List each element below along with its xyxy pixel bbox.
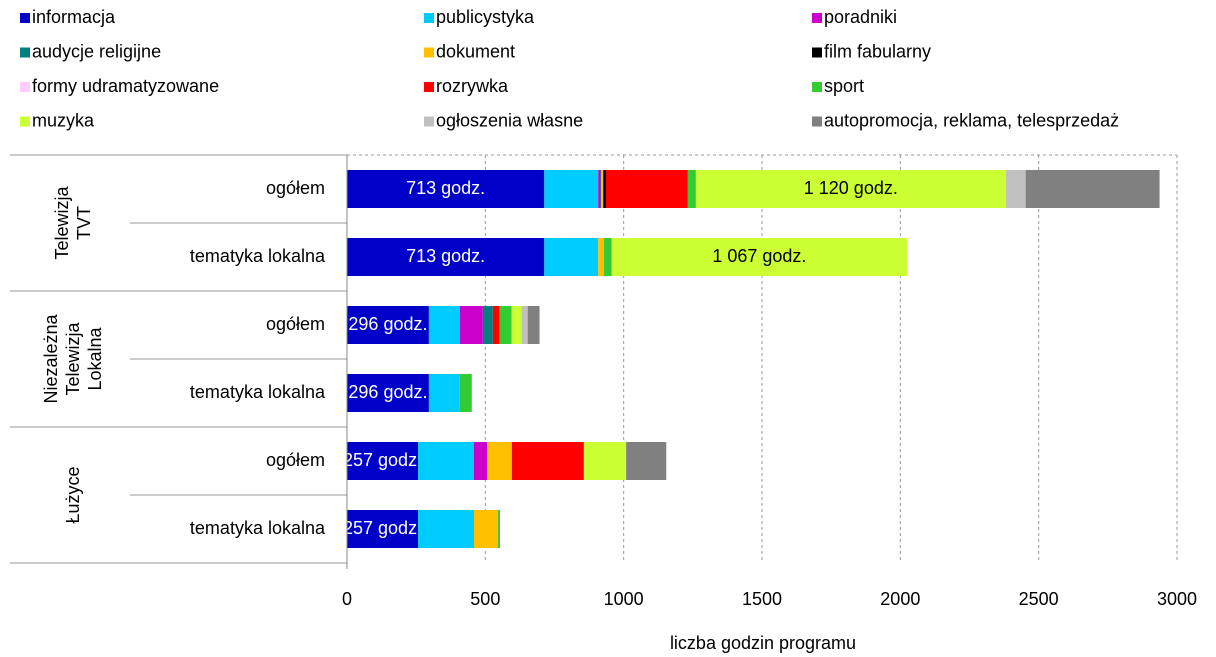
bar-segment bbox=[499, 306, 512, 344]
bar-segment bbox=[498, 510, 500, 548]
legend-swatch bbox=[424, 82, 434, 92]
bar-segment bbox=[473, 442, 487, 480]
data-label: 713 godz. bbox=[406, 246, 485, 266]
bar-segment bbox=[611, 238, 907, 276]
legend-swatch bbox=[812, 82, 822, 92]
legend-label: formy udramatyzowane bbox=[32, 76, 219, 96]
legend-swatch bbox=[20, 82, 30, 92]
bar-segment bbox=[626, 442, 667, 480]
x-tick-label: 2000 bbox=[880, 589, 920, 609]
bar-segment bbox=[598, 170, 601, 208]
y-tick-label: ogółem bbox=[266, 450, 325, 470]
data-label: 257 godz. bbox=[343, 518, 422, 538]
legend-swatch bbox=[424, 116, 434, 127]
legend-swatch bbox=[812, 47, 822, 58]
bar-segment bbox=[459, 374, 472, 412]
bar-segment bbox=[601, 170, 604, 208]
bar-segment bbox=[347, 306, 429, 344]
bar-segment bbox=[695, 170, 1006, 208]
legend-label: ogłoszenia własne bbox=[436, 110, 583, 130]
y-tick-label: ogółem bbox=[266, 178, 325, 198]
bar-segment bbox=[511, 306, 522, 344]
bar-segment bbox=[605, 170, 688, 208]
bar-segment bbox=[603, 238, 612, 276]
bar-segment bbox=[544, 238, 599, 276]
data-label: 257 godz. bbox=[343, 450, 422, 470]
legend-swatch bbox=[424, 47, 434, 58]
x-tick-label: 1500 bbox=[742, 589, 782, 609]
bar-segment bbox=[521, 306, 528, 344]
legend-label: autopromocja, reklama, telesprzedaż bbox=[824, 110, 1119, 130]
bar-segment bbox=[603, 170, 606, 208]
bar-segment bbox=[600, 170, 602, 208]
legend-label: rozrywka bbox=[436, 76, 509, 96]
data-label: 1 067 godz. bbox=[712, 246, 806, 266]
x-tick-label: 500 bbox=[470, 589, 500, 609]
y-tick-label: tematyka lokalna bbox=[190, 246, 326, 266]
y-tick-label: tematyka lokalna bbox=[190, 518, 326, 538]
legend-label: audycje religijne bbox=[32, 41, 161, 61]
legend-swatch bbox=[20, 47, 30, 58]
y-tick-label: tematyka lokalna bbox=[190, 382, 326, 402]
bar-segment bbox=[347, 238, 545, 276]
bar-segment bbox=[428, 306, 460, 344]
y-tick-label: ogółem bbox=[266, 314, 325, 334]
bar-segment bbox=[1025, 170, 1160, 208]
bar-segment bbox=[492, 306, 500, 344]
bar-segment bbox=[687, 170, 696, 208]
bar-segment bbox=[428, 374, 460, 412]
x-axis-title: liczba godzin programu bbox=[670, 633, 856, 653]
bar-segment bbox=[418, 510, 474, 548]
group-label: Niezależna Telewizja Lokalna bbox=[41, 313, 105, 403]
x-tick-label: 3000 bbox=[1157, 589, 1197, 609]
legend-swatch bbox=[812, 13, 822, 23]
legend-swatch bbox=[812, 116, 822, 127]
bar-segment bbox=[347, 170, 545, 208]
data-label: 296 godz. bbox=[348, 314, 427, 334]
bar-segment bbox=[347, 510, 419, 548]
bar-segment bbox=[544, 170, 599, 208]
group-label: Telewizja TVT bbox=[52, 185, 94, 259]
legend-label: sport bbox=[824, 76, 864, 96]
bar-segment bbox=[473, 510, 499, 548]
bar-segment bbox=[347, 374, 429, 412]
x-tick-label: 1000 bbox=[604, 589, 644, 609]
data-label: 713 godz. bbox=[406, 178, 485, 198]
data-label: 1 120 godz. bbox=[804, 178, 898, 198]
x-tick-label: 2500 bbox=[1019, 589, 1059, 609]
bar-segment bbox=[482, 306, 493, 344]
legend-label: poradniki bbox=[824, 7, 897, 27]
bar-segment bbox=[584, 442, 627, 480]
bar-segment bbox=[1005, 170, 1026, 208]
legend-label: dokument bbox=[436, 41, 515, 61]
plot-area: 713 godz. 1 120 godz. 713 godz. 1 067 godz.… bbox=[343, 170, 1160, 548]
legend-label: film fabularny bbox=[824, 41, 931, 61]
legend-label: informacja bbox=[32, 7, 116, 27]
legend-swatch bbox=[20, 13, 30, 23]
bar-segment bbox=[486, 442, 512, 480]
legend-swatch bbox=[424, 13, 434, 23]
bar-segment bbox=[598, 238, 604, 276]
bar-segment bbox=[347, 442, 419, 480]
data-label: 296 godz. bbox=[348, 382, 427, 402]
legend-label: publicystyka bbox=[436, 7, 535, 27]
legend-label: muzyka bbox=[32, 110, 95, 130]
bar-segment bbox=[418, 442, 474, 480]
bar-segment bbox=[459, 306, 483, 344]
bar-segment bbox=[511, 442, 584, 480]
group-label: Łużyce bbox=[63, 466, 83, 523]
legend-swatch bbox=[20, 116, 30, 127]
x-tick-label: 0 bbox=[342, 589, 352, 609]
bar-segment bbox=[527, 306, 540, 344]
